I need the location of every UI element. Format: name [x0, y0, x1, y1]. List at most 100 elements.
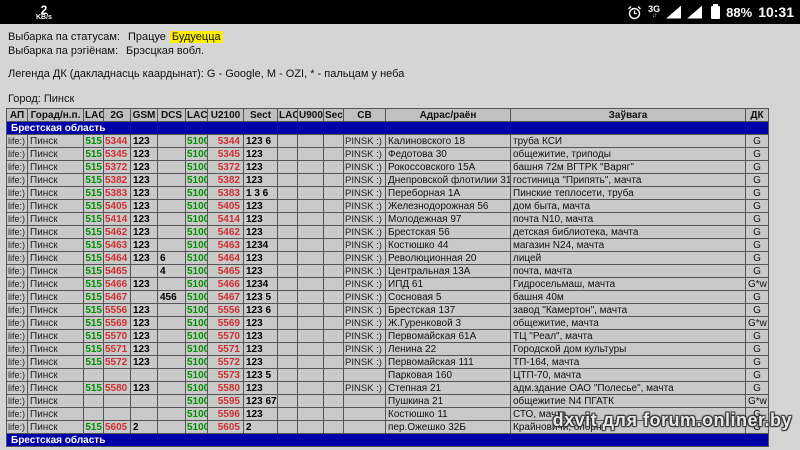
cell-gsm	[130, 264, 158, 278]
cell-u21: 5463	[207, 238, 244, 252]
cell-note: детская библиотека, мачта	[510, 225, 746, 239]
bts-table: АП Горад/н.п. LAC 2G GSM DCS LAC U2100 S…	[6, 108, 769, 447]
status-bar-right: 3G ↓↑ 88% 10:31	[627, 3, 794, 20]
cell-note: лицей	[510, 251, 746, 265]
cell-lac9	[277, 160, 298, 174]
cell-u900	[297, 290, 324, 304]
cell-g2: 5466	[103, 277, 131, 291]
cell-dk: G	[745, 173, 769, 187]
data-arrows-icon: ↓↑	[652, 13, 657, 19]
cell-note: труба КСИ	[510, 134, 746, 148]
clock-time: 10:31	[758, 4, 794, 20]
cell-sect3: 2	[243, 420, 278, 434]
cell-g2: 5556	[103, 303, 131, 317]
cell-sect9	[323, 160, 344, 174]
cell-gsm: 123	[130, 199, 158, 213]
cell-dk: G*w	[745, 316, 769, 330]
cell-gsm: 123	[130, 381, 158, 395]
cell-g2: 5345	[103, 147, 131, 161]
cell-note: ТЦ "Реал", мачта	[510, 329, 746, 343]
cell-lac9	[277, 329, 298, 343]
cell-u21: 5462	[207, 225, 244, 239]
cell-lac3: 5100	[185, 329, 208, 343]
cell-dcs	[157, 355, 186, 369]
cell-g2: 5464	[103, 251, 131, 265]
cell-sect3: 123	[243, 199, 278, 213]
cell-lac: 515	[83, 199, 104, 213]
cell-sect9	[323, 134, 344, 148]
cell-u900	[297, 420, 324, 434]
cell-sv: PINSK :)	[343, 316, 386, 330]
cell-dk: G	[745, 212, 769, 226]
cell-sv: PINSK :)	[343, 381, 386, 395]
cell-gsm: 123	[130, 251, 158, 265]
table-row: life:) Пинск 515 5569 123 5100 5569 123 PINSK :)…	[6, 316, 769, 330]
cell-sect3: 123	[243, 264, 278, 278]
cell-dcs	[157, 199, 186, 213]
cell-city: Пинск	[27, 355, 84, 369]
cell-u900	[297, 186, 324, 200]
region-filter-label: Выбарка па рэгіёнам:	[8, 45, 118, 57]
cell-lac9	[277, 186, 298, 200]
cell-u900	[297, 199, 324, 213]
status-option-under-construction[interactable]: Будуецца	[169, 31, 223, 43]
cell-note: Гидросельмаш, мачта	[510, 277, 746, 291]
table-row: life:) Пинск 515 5345 123 5100 5345 123 PINSK :)…	[6, 147, 769, 161]
cell-city: Пинск	[27, 290, 84, 304]
cell-city: Пинск	[27, 251, 84, 265]
cell-u900	[297, 212, 324, 226]
cell-lac: 515	[83, 186, 104, 200]
cell-gsm	[130, 368, 158, 382]
cell-sv	[343, 420, 386, 434]
cell-note: Городской дом культуры	[510, 342, 746, 356]
cell-g2	[103, 407, 131, 421]
cell-u21: 5572	[207, 355, 244, 369]
cell-g2: 5462	[103, 225, 131, 239]
cell-u21: 5595	[207, 394, 244, 408]
cell-dk: G*w	[745, 277, 769, 291]
cell-dk: G	[745, 355, 769, 369]
cell-gsm: 123	[130, 355, 158, 369]
cell-addr: пер.Ожешко 32Б	[385, 420, 511, 434]
cell-dk: G	[745, 225, 769, 239]
cell-gsm: 123	[130, 303, 158, 317]
cell-u21: 5556	[207, 303, 244, 317]
cell-addr: ИПД 61	[385, 277, 511, 291]
cell-note: завод "Камертон", мачта	[510, 303, 746, 317]
cell-addr: Пушкина 21	[385, 394, 511, 408]
cell-u900	[297, 251, 324, 265]
cell-sect9	[323, 199, 344, 213]
cell-ap: life:)	[6, 212, 28, 226]
cell-ap: life:)	[6, 368, 28, 382]
cell-sv: PINSK :)	[343, 342, 386, 356]
android-status-bar: 2 KB/s 3G ↓↑ 88% 10:31	[0, 0, 800, 24]
cell-lac3: 5100	[185, 381, 208, 395]
cell-dcs	[157, 134, 186, 148]
cell-lac9	[277, 199, 298, 213]
table-row: life:) Пинск 515 5383 123 5100 5383 1 3 6 PINSK …	[6, 186, 769, 200]
cell-g2: 5465	[103, 264, 131, 278]
cell-note: башня 72м ВГТРК "Варяг"	[510, 160, 746, 174]
cell-lac9	[277, 238, 298, 252]
cell-city: Пинск	[27, 277, 84, 291]
battery-percent: 88%	[726, 4, 753, 20]
cell-lac9	[277, 394, 298, 408]
cell-note: общежитие N4 ПГАТК	[510, 394, 746, 408]
cell-dk: G	[745, 342, 769, 356]
cell-g2: 5570	[103, 329, 131, 343]
cell-dk: G	[745, 186, 769, 200]
cell-sv: PINSK :)	[343, 329, 386, 343]
cell-sv: PINSK :)	[343, 147, 386, 161]
cell-lac9	[277, 368, 298, 382]
cell-ap: life:)	[6, 277, 28, 291]
cell-u21: 5405	[207, 199, 244, 213]
cell-u900	[297, 329, 324, 343]
section-label: Брестская область	[6, 121, 769, 135]
status-option-working[interactable]: Працуе	[127, 31, 166, 43]
col-header-note: Заўвага	[510, 108, 746, 122]
cell-sect3: 123	[243, 342, 278, 356]
cell-lac	[83, 394, 104, 408]
cell-sect9	[323, 225, 344, 239]
cell-dcs	[157, 160, 186, 174]
cell-city: Пинск	[27, 303, 84, 317]
